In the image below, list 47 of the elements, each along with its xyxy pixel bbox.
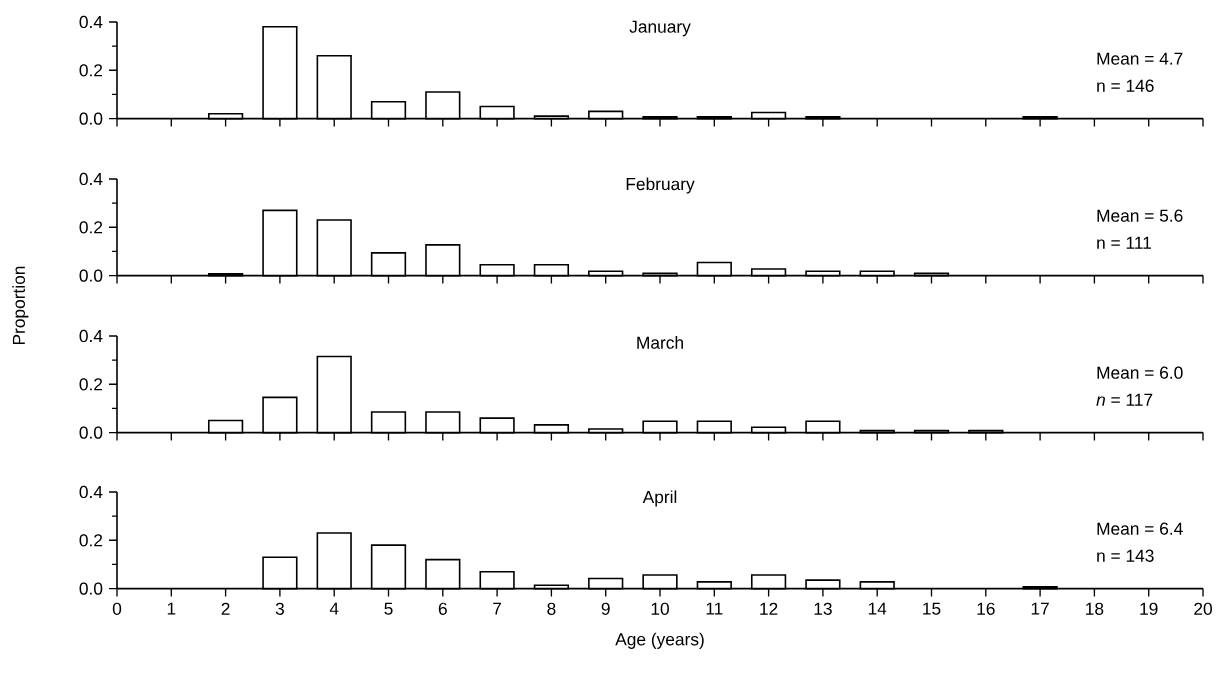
x-tick-label: 16 — [977, 602, 995, 615]
y-tick-label: 0.4 — [79, 15, 103, 29]
chart-title: April — [642, 490, 677, 507]
x-tick-label: 20 — [1194, 602, 1212, 615]
x-tick-label: 14 — [868, 602, 887, 615]
y-tick-label: 0.2 — [79, 378, 103, 391]
x-tick-label: 6 — [438, 602, 447, 615]
y-tick-label: 0.2 — [79, 534, 103, 547]
x-tick-label: 8 — [547, 602, 556, 615]
x-tick-label: 5 — [384, 602, 393, 615]
x-tick-label: 13 — [814, 602, 832, 615]
y-axis-title: Proportion — [12, 266, 29, 345]
x-tick-label: 10 — [651, 602, 669, 615]
x-tick-label: 2 — [221, 602, 230, 615]
annotation: Mean = 6.0 — [1097, 366, 1183, 379]
x-tick-label: 4 — [329, 602, 339, 615]
x-tick-label: 1 — [167, 602, 176, 615]
chart-title: January — [629, 20, 691, 37]
x-tick-label: 11 — [706, 602, 723, 615]
y-tick-label: 0.0 — [79, 426, 103, 439]
x-tick-label: 19 — [1140, 602, 1158, 615]
annotation: n = 146 — [1097, 79, 1154, 92]
x-tick-label: 0 — [112, 602, 122, 615]
annotation: n = 117 — [1096, 393, 1153, 406]
y-tick-label: 0.4 — [79, 329, 103, 343]
x-tick-label: 15 — [923, 602, 941, 615]
y-tick-label: 0.4 — [79, 172, 103, 186]
x-tick-label: 17 — [1031, 602, 1049, 615]
annotation: n = 111 — [1097, 236, 1152, 249]
x-axis-title: Age (years) — [615, 632, 704, 649]
x-tick-label: 3 — [275, 602, 284, 615]
y-tick-label: 0.4 — [79, 485, 103, 499]
x-tick-label: 7 — [493, 602, 502, 615]
annotation: Mean = 6.4 — [1097, 522, 1183, 535]
y-tick-label: 0.0 — [79, 112, 103, 125]
y-tick-label: 0.2 — [79, 64, 103, 77]
x-tick-label: 9 — [601, 602, 610, 615]
y-tick-label: 0.2 — [79, 221, 103, 234]
x-tick-label: 18 — [1086, 602, 1104, 615]
annotation: n = 143 — [1097, 549, 1154, 562]
annotation: Mean = 4.7 — [1097, 52, 1183, 65]
y-tick-label: 0.0 — [79, 582, 103, 595]
chart-title: March — [637, 336, 683, 349]
y-tick-label: 0.0 — [79, 269, 103, 282]
x-tick-label: 12 — [760, 602, 778, 615]
annotation: Mean = 5.6 — [1097, 209, 1183, 222]
chart-title: February — [626, 177, 695, 194]
